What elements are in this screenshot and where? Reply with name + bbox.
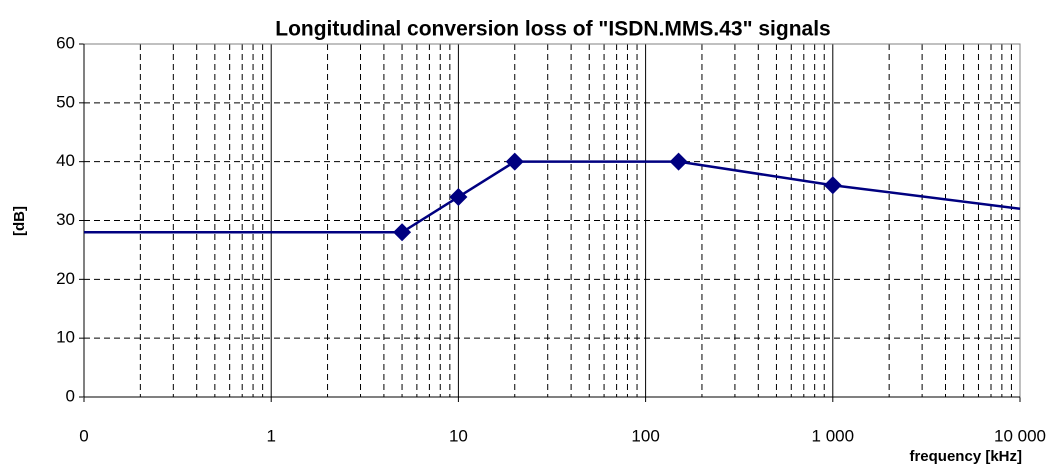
y-tick-label: 0 — [66, 386, 75, 405]
x-tick-label: 10 — [449, 426, 468, 445]
marker — [393, 223, 412, 242]
marker — [505, 152, 524, 171]
x-tick-label: 10 000 — [994, 426, 1046, 445]
x-tick-label: 1 000 — [812, 426, 855, 445]
marker — [823, 176, 842, 195]
chart-title: Longitudinal conversion loss of "ISDN.MM… — [275, 18, 831, 41]
x-tick-label: 0 — [79, 426, 88, 445]
x-axis-title: frequency [kHz] — [909, 448, 1022, 465]
y-tick-label: 50 — [56, 92, 75, 111]
x-tick-label: 100 — [631, 426, 659, 445]
y-tick-label: 60 — [56, 33, 75, 52]
x-tick-label: 1 — [266, 426, 275, 445]
marker — [449, 187, 468, 206]
y-axis-title: [dB] — [11, 206, 28, 236]
y-tick-label: 40 — [56, 151, 75, 170]
y-tick-label: 30 — [56, 210, 75, 229]
marker — [669, 152, 688, 171]
y-tick-label: 10 — [56, 328, 75, 347]
y-tick-label: 20 — [56, 269, 75, 288]
series-line — [84, 160, 1021, 234]
